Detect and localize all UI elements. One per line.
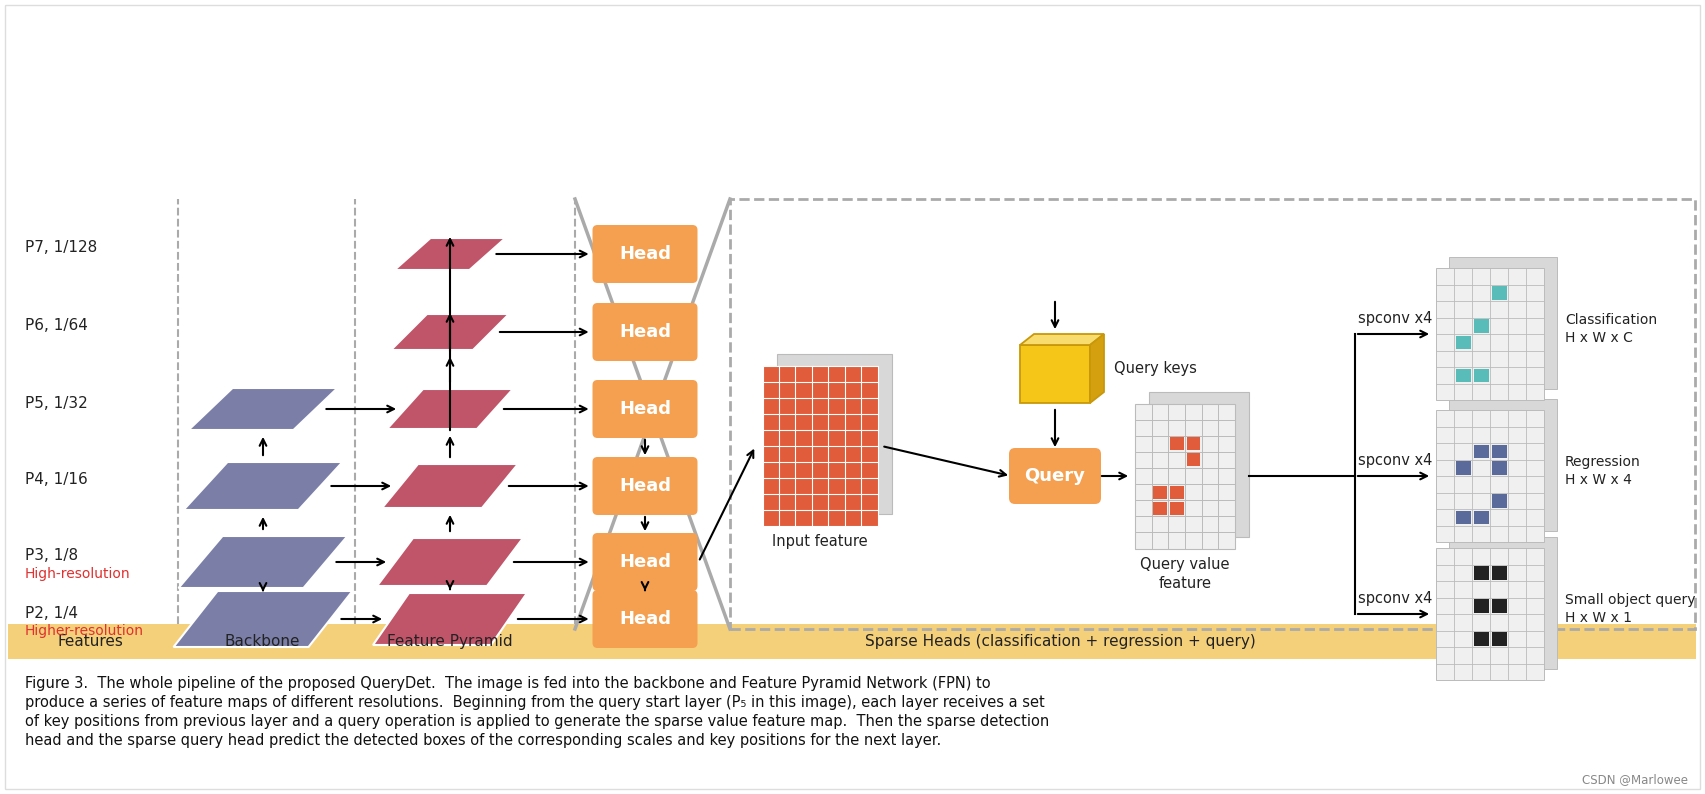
Text: of key positions from previous layer and a query operation is applied to generat: of key positions from previous layer and… (26, 714, 1049, 729)
Bar (1492, 461, 1507, 475)
Text: head and the sparse query head predict the detected boxes of the corresponding s: head and the sparse query head predict t… (26, 733, 941, 748)
FancyBboxPatch shape (593, 457, 697, 515)
Bar (1473, 511, 1488, 524)
Polygon shape (377, 538, 523, 586)
Bar (1020, 345, 1089, 403)
Text: Figure 3.  The whole pipeline of the proposed QueryDet.  The image is fed into t: Figure 3. The whole pipeline of the prop… (26, 676, 991, 691)
Bar (1170, 486, 1183, 499)
Bar (1153, 486, 1166, 499)
Bar (1456, 511, 1470, 524)
Bar (1170, 437, 1183, 450)
Bar (1436, 548, 1545, 680)
Bar (1136, 403, 1234, 549)
Text: Query value
feature: Query value feature (1141, 557, 1229, 592)
Bar (1473, 632, 1488, 646)
Bar (1449, 257, 1557, 389)
Bar (1170, 502, 1183, 515)
Text: Classification
H x W x C: Classification H x W x C (1565, 313, 1657, 345)
Text: P4, 1/16: P4, 1/16 (26, 472, 87, 488)
Text: spconv x4: spconv x4 (1359, 591, 1432, 606)
Text: Input feature: Input feature (772, 534, 868, 549)
Text: Features: Features (56, 634, 123, 649)
Bar (730, 199, 1695, 629)
Text: spconv x4: spconv x4 (1359, 453, 1432, 468)
Text: High-resolution: High-resolution (26, 567, 131, 581)
Bar (1456, 336, 1470, 349)
Text: Higher-resolution: Higher-resolution (26, 624, 143, 638)
Bar (1473, 319, 1488, 333)
Bar (1473, 566, 1488, 580)
Polygon shape (373, 593, 527, 645)
Text: Small object query
H x W x 1: Small object query H x W x 1 (1565, 593, 1695, 625)
Text: Head: Head (619, 477, 672, 495)
Text: P3, 1/8: P3, 1/8 (26, 549, 78, 564)
Text: CSDN @Marlowee: CSDN @Marlowee (1582, 773, 1688, 786)
Bar (1456, 368, 1470, 382)
Bar (1449, 399, 1557, 531)
Polygon shape (184, 462, 343, 510)
Polygon shape (1089, 334, 1105, 403)
Polygon shape (179, 536, 348, 588)
Polygon shape (394, 238, 505, 270)
Text: Head: Head (619, 553, 672, 571)
Bar (1187, 437, 1200, 450)
Polygon shape (390, 314, 510, 350)
Text: P6, 1/64: P6, 1/64 (26, 318, 89, 333)
Bar (1492, 566, 1507, 580)
Text: Head: Head (619, 610, 672, 628)
FancyBboxPatch shape (593, 380, 697, 438)
Polygon shape (387, 389, 513, 429)
Bar (776, 354, 892, 514)
Polygon shape (189, 388, 338, 430)
FancyBboxPatch shape (593, 225, 697, 283)
Text: P5, 1/32: P5, 1/32 (26, 395, 87, 410)
Bar (1492, 599, 1507, 612)
Bar (1492, 445, 1507, 458)
FancyBboxPatch shape (1009, 448, 1101, 504)
Text: spconv x4: spconv x4 (1359, 311, 1432, 326)
FancyBboxPatch shape (593, 590, 697, 648)
Bar (1187, 453, 1200, 466)
Bar (1492, 632, 1507, 646)
Bar (1436, 268, 1545, 400)
FancyBboxPatch shape (593, 303, 697, 361)
Bar (1473, 368, 1488, 382)
Text: Backbone: Backbone (225, 634, 300, 649)
Text: Head: Head (619, 245, 672, 263)
Bar (1492, 494, 1507, 507)
Text: Regression
H x W x 4: Regression H x W x 4 (1565, 455, 1640, 488)
Text: produce a series of feature maps of different resolutions.  Beginning from the q: produce a series of feature maps of diff… (26, 695, 1045, 710)
Text: P2, 1/4: P2, 1/4 (26, 606, 78, 620)
Text: Sparse Heads (classification + regression + query): Sparse Heads (classification + regressio… (864, 634, 1255, 649)
Text: Feature Pyramid: Feature Pyramid (387, 634, 513, 649)
Text: P7, 1/128: P7, 1/128 (26, 241, 97, 256)
FancyBboxPatch shape (593, 533, 697, 591)
Bar (1473, 445, 1488, 458)
Bar (1153, 502, 1166, 515)
Bar (1149, 391, 1250, 537)
Bar (762, 366, 878, 526)
Text: Query: Query (1025, 467, 1086, 485)
Bar (1492, 286, 1507, 299)
Polygon shape (382, 464, 518, 508)
Bar (1473, 599, 1488, 612)
Bar (9, 624, 1696, 659)
Text: Query keys: Query keys (1113, 361, 1197, 376)
Bar (1456, 461, 1470, 475)
Polygon shape (174, 591, 353, 647)
Polygon shape (1020, 334, 1105, 345)
Text: Head: Head (619, 400, 672, 418)
Bar (1449, 537, 1557, 669)
Bar (1436, 410, 1545, 542)
Text: Head: Head (619, 323, 672, 341)
